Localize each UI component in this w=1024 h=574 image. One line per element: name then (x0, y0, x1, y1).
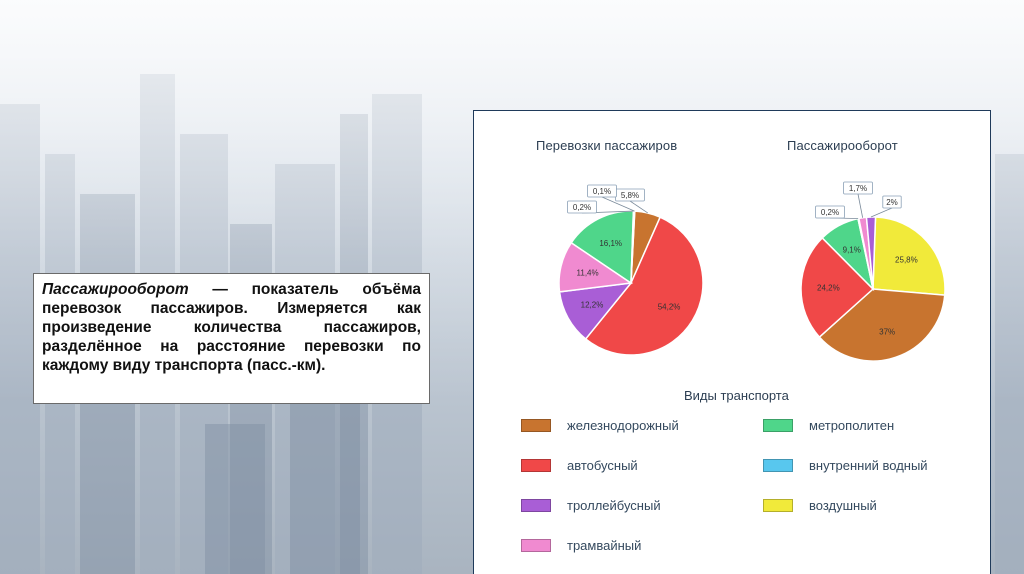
pie-1-leader-trolley (870, 207, 893, 218)
legend-item-bus: автобусный (521, 457, 638, 473)
pie-0-leader-rail (629, 200, 648, 214)
pie-0-label-tram: 11,4% (577, 269, 599, 278)
pie-0-label-air: 0,1% (593, 187, 611, 196)
pie-0-label-metro: 16,1% (599, 239, 622, 248)
pie-1-label-air: 25,8% (895, 255, 918, 264)
pie-1-callout-box-tram (843, 181, 873, 195)
pie-1-slice-bus (800, 236, 875, 339)
legend-item-air: воздушный (763, 497, 877, 513)
legend-swatch-rail (521, 418, 551, 432)
pie-1-label-metro: 9,1% (843, 246, 861, 255)
definition-text: Пассажирооборот — показатель объёма пере… (42, 280, 421, 375)
pie-1-slice-trolley (865, 216, 877, 290)
legend-swatch-trolley (521, 498, 551, 512)
pie-1-label-rail: 37% (879, 327, 895, 336)
pie-1-label-bus: 24,2% (817, 284, 840, 293)
legend-label-tram: трамвайный (567, 537, 642, 553)
legend-item-rail: железнодорожный (521, 417, 679, 433)
pie-charts: 5,8%54,2%12,2%11,4%16,1%0,2%0,1%25,8%37%… (558, 181, 946, 362)
legend-title: Виды транспорта (684, 388, 789, 403)
pie-0-callout-box-water (567, 200, 597, 214)
pie-1-label-trolley: 2% (886, 198, 898, 207)
legend-swatch-metro (763, 418, 793, 432)
legend-label-trolley: троллейбусный (567, 497, 661, 513)
pie-1-slice-rail (818, 288, 946, 362)
legend-label-air: воздушный (809, 497, 877, 513)
legend-item-water: внутренний водный (763, 457, 928, 473)
definition-term: Пассажирооборот (42, 281, 189, 298)
legend-swatch-tram (521, 538, 551, 552)
legend-swatch-water (763, 458, 793, 472)
legend-label-bus: автобусный (567, 457, 638, 473)
pie-0-slice-bus (584, 216, 704, 356)
pie-0-callout-box-air (587, 184, 617, 198)
pie-0-leader-air (601, 196, 635, 212)
pie-0-label-bus: 54,2% (658, 302, 681, 311)
pie-1-callout-box-trolley (882, 195, 902, 209)
legend-item-trolley: троллейбусный (521, 497, 661, 513)
legend-label-water: внутренний водный (809, 457, 928, 473)
chart-title-turnover: Пассажирооборот (787, 138, 898, 153)
pie-0-label-water: 0,2% (573, 203, 591, 212)
chart-title-transportation: Перевозки пассажиров (536, 138, 678, 153)
pie-1-slice-air (872, 216, 946, 296)
legend-swatch-air (763, 498, 793, 512)
legend-label-metro: метрополитен (809, 417, 895, 433)
chart-panel: Перевозки пассажиров Пассажирооборот 5,8… (473, 110, 991, 574)
legend-label-rail: железнодорожный (567, 417, 679, 433)
legend-swatch-bus (521, 458, 551, 472)
pie-1-leader-tram (857, 193, 864, 218)
legend-item-tram: трамвайный (521, 537, 641, 553)
definition-body: — показатель объёма перевозок пассажиров… (42, 281, 421, 374)
pie-1-label-tram: 1,7% (849, 184, 867, 193)
legend-item-metro: метрополитен (763, 417, 894, 433)
definition-box: Пассажирооборот — показатель объёма пере… (33, 273, 430, 404)
pie-0-label-rail: 5,8% (621, 191, 639, 200)
pie-1-callout-box-water (815, 205, 845, 219)
pie-0-label-trolley: 12,2% (581, 301, 604, 310)
pie-1-label-water: 0,2% (821, 208, 839, 217)
